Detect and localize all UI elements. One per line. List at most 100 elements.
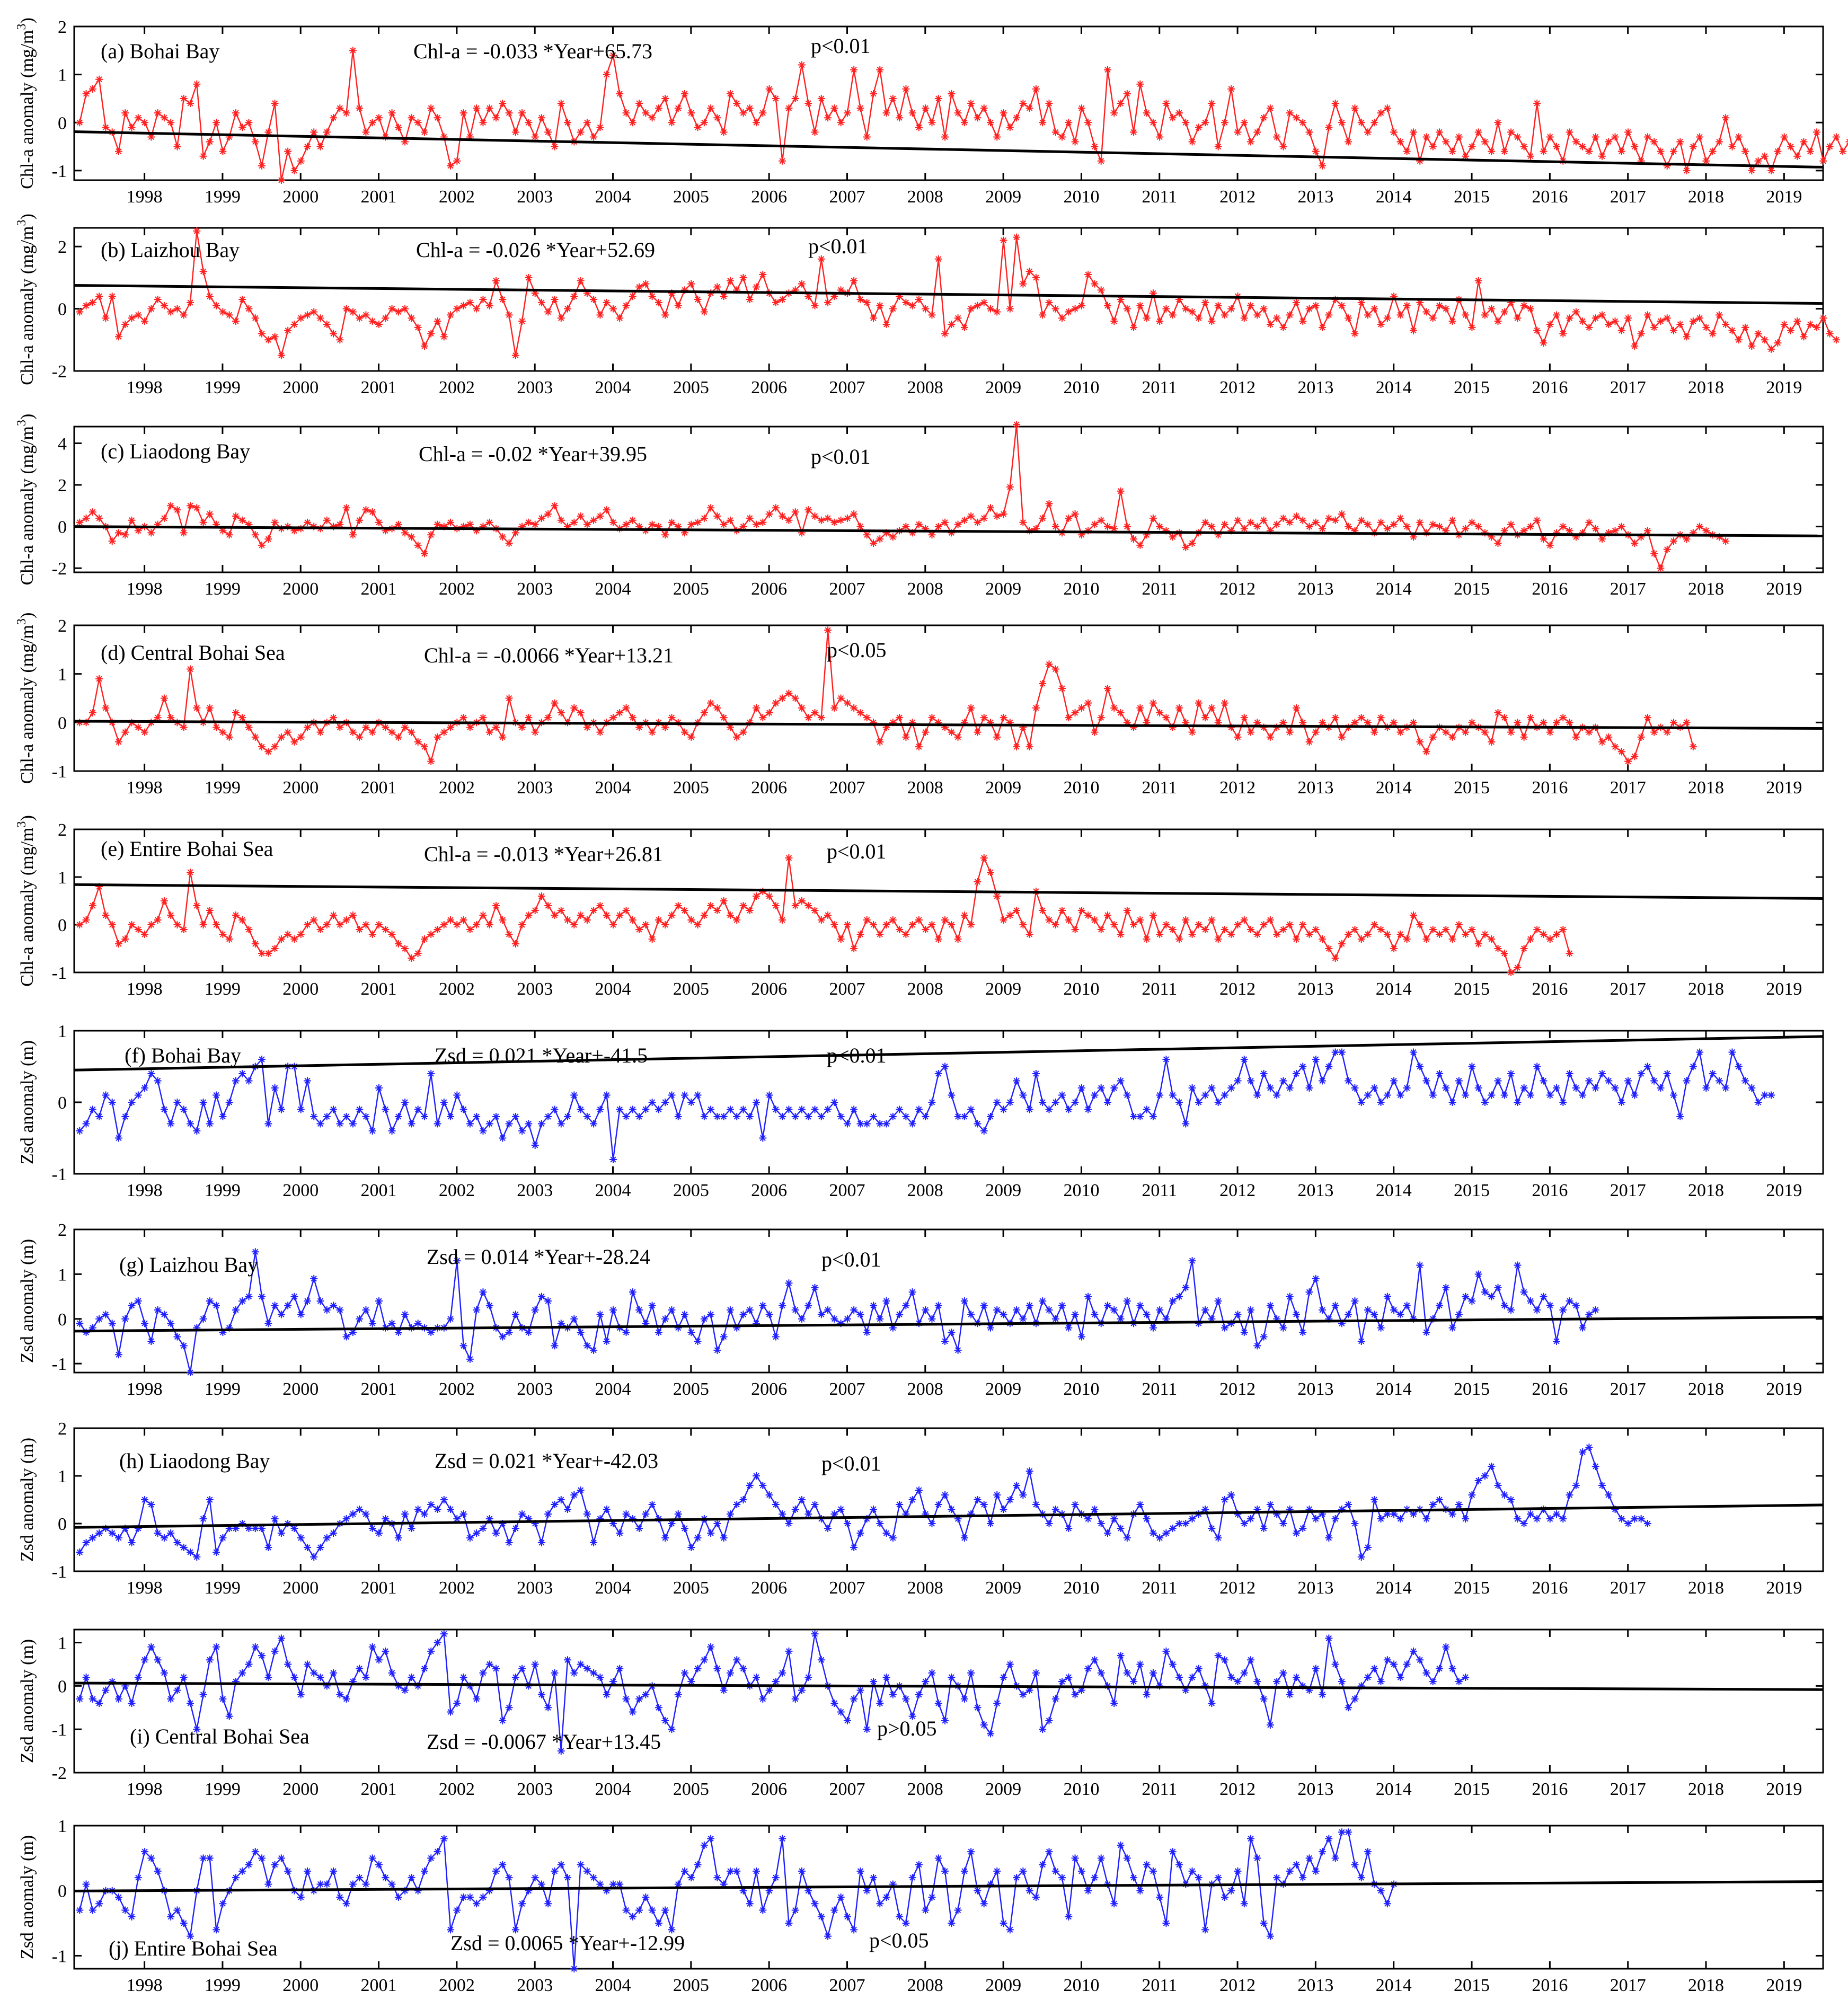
data-point-marker <box>870 921 878 928</box>
x-tick-label: 2010 <box>1063 1976 1099 1995</box>
data-point-marker <box>518 1510 526 1518</box>
data-point-marker <box>544 128 552 136</box>
data-point-marker <box>492 1867 500 1875</box>
data-point-marker <box>1351 104 1359 112</box>
data-point-marker <box>882 320 890 328</box>
data-point-marker <box>746 296 754 303</box>
data-point-marker <box>531 133 539 141</box>
x-tick-label: 2016 <box>1532 579 1568 599</box>
data-point-marker <box>1754 157 1762 165</box>
data-point-marker <box>674 1880 682 1888</box>
data-point-marker <box>1617 326 1625 334</box>
data-point-marker <box>401 1510 409 1518</box>
data-point-marker <box>141 317 149 325</box>
data-point-marker <box>1045 916 1053 924</box>
data-point-marker <box>199 921 207 928</box>
x-tick-label: 2005 <box>673 579 709 599</box>
data-point-marker <box>733 1867 741 1875</box>
data-point-marker <box>440 921 448 928</box>
data-point-marker <box>414 1682 422 1690</box>
data-point-marker <box>1494 709 1502 716</box>
data-point-marker <box>199 1854 207 1862</box>
data-point-marker <box>427 757 435 765</box>
data-point-marker <box>824 1306 832 1314</box>
data-point-marker <box>993 133 1001 141</box>
data-point-marker <box>362 1510 370 1518</box>
data-point-marker <box>1006 1660 1014 1668</box>
data-point-marker <box>1383 931 1391 938</box>
data-point-marker <box>434 1639 441 1647</box>
y-tick-label: 0 <box>58 300 67 320</box>
data-point-marker <box>1338 1048 1346 1056</box>
data-point-marker <box>759 1906 767 1914</box>
data-point-marker <box>1019 1091 1027 1099</box>
data-point-marker <box>1253 1854 1261 1862</box>
data-point-marker <box>863 1887 871 1895</box>
data-point-marker <box>1462 1674 1470 1681</box>
data-point-marker <box>720 1534 728 1542</box>
data-point-marker <box>356 1105 364 1113</box>
data-point-marker <box>330 1302 338 1309</box>
data-point-marker <box>830 293 838 300</box>
data-point-marker <box>1201 1926 1209 1934</box>
data-point-marker <box>661 1534 669 1542</box>
data-point-marker <box>1077 1084 1085 1092</box>
data-point-marker <box>121 320 129 328</box>
data-point-marker <box>258 162 266 170</box>
data-point-marker <box>1214 1534 1222 1542</box>
data-point-marker <box>967 1669 975 1677</box>
data-point-marker <box>1650 550 1658 557</box>
y-tick-label: 1 <box>58 1634 67 1653</box>
data-point-marker <box>271 518 279 526</box>
data-point-marker <box>459 714 467 722</box>
data-point-marker <box>264 128 272 136</box>
x-tick-label: 2008 <box>907 778 943 798</box>
data-point-marker <box>642 1105 650 1113</box>
data-point-marker <box>1175 1674 1183 1681</box>
data-point-marker <box>779 296 786 303</box>
data-point-marker <box>922 305 930 313</box>
data-point-marker <box>420 1510 428 1518</box>
data-point-marker <box>928 1669 936 1677</box>
data-point-marker <box>447 1926 455 1934</box>
data-point-marker <box>590 133 598 141</box>
data-point-marker <box>342 1333 350 1341</box>
data-point-marker <box>739 1311 747 1318</box>
data-point-marker <box>193 80 201 88</box>
data-point-marker <box>336 520 344 528</box>
data-point-marker <box>349 1678 357 1686</box>
data-point-marker <box>1351 719 1359 727</box>
data-point-marker <box>394 733 402 741</box>
data-point-marker <box>1071 1099 1079 1106</box>
data-point-marker <box>882 529 890 537</box>
data-point-marker <box>928 1099 936 1106</box>
data-point-marker <box>616 1665 624 1672</box>
data-point-marker <box>1390 719 1398 727</box>
data-point-marker <box>310 308 318 316</box>
data-point-marker <box>1611 133 1619 141</box>
data-point-marker <box>1051 128 1059 136</box>
data-point-marker <box>1611 317 1619 325</box>
data-point-marker <box>1403 302 1411 309</box>
data-point-marker <box>258 1293 266 1300</box>
data-point-marker <box>1663 1070 1671 1077</box>
data-point-marker <box>772 1501 780 1508</box>
x-tick-label: 2003 <box>517 1181 553 1200</box>
data-point-marker <box>798 704 806 712</box>
data-point-marker <box>1182 1284 1190 1291</box>
data-point-marker <box>121 1906 129 1914</box>
data-point-marker <box>804 714 812 722</box>
data-point-marker <box>655 298 662 306</box>
data-point-marker <box>889 1880 897 1888</box>
data-point-marker <box>765 709 773 716</box>
x-tick-label: 2009 <box>985 579 1021 599</box>
y-tick-label: 1 <box>58 1817 67 1836</box>
data-point-marker <box>779 512 786 520</box>
x-tick-label: 2009 <box>985 187 1021 207</box>
data-point-marker <box>1526 1297 1534 1305</box>
data-point-marker <box>141 1848 149 1856</box>
data-point-marker <box>187 1369 194 1376</box>
data-point-marker <box>505 931 513 938</box>
data-point-marker <box>1188 539 1196 547</box>
